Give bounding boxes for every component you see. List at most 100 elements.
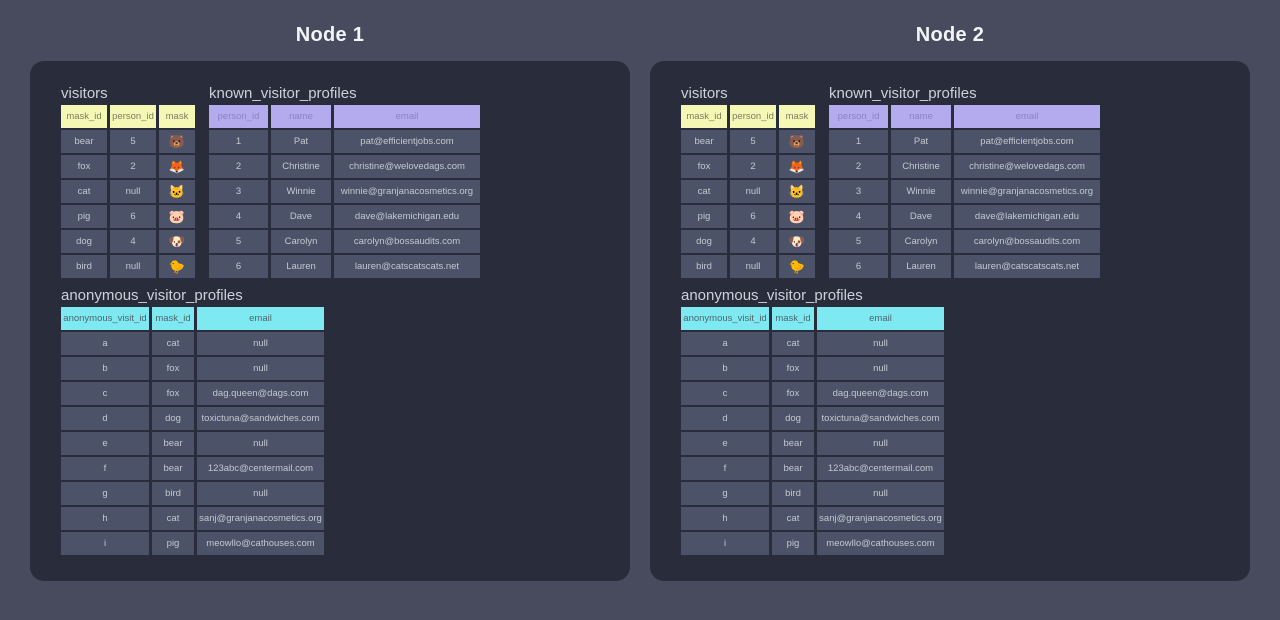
table-cell: null xyxy=(110,255,156,278)
table-cell: cat xyxy=(772,507,814,530)
table-row: f bear 123abc@centermail.com xyxy=(61,457,324,480)
table-cell: null xyxy=(110,180,156,203)
header-row: anonymous_visit_id mask_id email xyxy=(681,307,944,330)
table-cell: 5 xyxy=(209,230,268,253)
table-cell: 5 xyxy=(829,230,888,253)
column-header-anonymous_visit_id: anonymous_visit_id xyxy=(681,307,769,330)
table-cell: a xyxy=(681,332,769,355)
table-row: dog 4 🐶 xyxy=(681,230,815,253)
table-row: fox 2 🦊 xyxy=(681,155,815,178)
table-row: d dog toxictuna@sandwiches.com xyxy=(681,407,944,430)
table-cell: pat@efficientjobs.com xyxy=(954,130,1100,153)
table-cell: cat xyxy=(152,332,194,355)
table-row: e bear null xyxy=(61,432,324,455)
table-cell: bird xyxy=(61,255,107,278)
table-cell: e xyxy=(681,432,769,455)
table-cell: null xyxy=(817,357,944,380)
header-row: person_id name email xyxy=(829,105,1100,128)
known-visitor-profiles-table-block: known_visitor_profiles person_id name emai… xyxy=(826,85,1103,280)
table-cell: 3 xyxy=(209,180,268,203)
node-1-title: Node 1 xyxy=(295,24,365,46)
table-row: 3 Winnie winnie@granjanacosmetics.org xyxy=(209,180,480,203)
column-header-name: name xyxy=(891,105,951,128)
table-cell: cat xyxy=(152,507,194,530)
table-row: 1 Pat pat@efficientjobs.com xyxy=(209,130,480,153)
table-cell: fox xyxy=(772,382,814,405)
table-cell: cat xyxy=(772,332,814,355)
column-header-mask_id: mask_id xyxy=(772,307,814,330)
table-row: pig 6 🐷 xyxy=(681,205,815,228)
table-cell: null xyxy=(197,482,324,505)
mask-emoji-cell: 🐱 xyxy=(159,180,195,203)
table-row: cat null 🐱 xyxy=(681,180,815,203)
table-cell: 5 xyxy=(730,130,776,153)
table-cell: h xyxy=(681,507,769,530)
table-cell: i xyxy=(61,532,149,555)
table-cell: a xyxy=(61,332,149,355)
table-row: 2 Christine christine@welovedags.com xyxy=(829,155,1100,178)
table-cell: fox xyxy=(152,382,194,405)
table-cell: Christine xyxy=(891,155,951,178)
table-cell: dave@lakemichigan.edu xyxy=(954,205,1100,228)
table-cell: 1 xyxy=(829,130,888,153)
mask-emoji-cell: 🦊 xyxy=(159,155,195,178)
table-row: bear 5 🐻 xyxy=(681,130,815,153)
column-header-person_id: person_id xyxy=(110,105,156,128)
table-row: a cat null xyxy=(61,332,324,355)
table-cell: 6 xyxy=(110,205,156,228)
table-cell: sanj@granjanacosmetics.org xyxy=(817,507,944,530)
table-cell: carolyn@bossaudits.com xyxy=(334,230,480,253)
table-cell: bear xyxy=(152,457,194,480)
table-cell: 2 xyxy=(209,155,268,178)
table-cell: dog xyxy=(152,407,194,430)
table-cell: null xyxy=(817,482,944,505)
anonymous-visitor-profiles-table-block: anonymous_visitor_profiles anonymous_vis… xyxy=(58,287,630,557)
mask-emoji-cell: 🦊 xyxy=(779,155,815,178)
table-cell: fox xyxy=(772,357,814,380)
table-cell: 5 xyxy=(110,130,156,153)
anonymous-visitor-profiles-table-block: anonymous_visitor_profiles anonymous_vis… xyxy=(678,287,1250,557)
table-cell: pig xyxy=(772,532,814,555)
table-cell: bear xyxy=(61,130,107,153)
table-cell: g xyxy=(61,482,149,505)
table-cell: f xyxy=(61,457,149,480)
table-cell: 6 xyxy=(829,255,888,278)
table-row: 6 Lauren lauren@catscatscats.net xyxy=(209,255,480,278)
column-header-person_id: person_id xyxy=(829,105,888,128)
node-1-panel: visitors mask_id person_id mask bear 5 🐻 fox 2 🦊… xyxy=(30,61,630,581)
table-cell: 1 xyxy=(209,130,268,153)
table-cell: cat xyxy=(681,180,727,203)
table-cell: pig xyxy=(681,205,727,228)
table-cell: h xyxy=(61,507,149,530)
column-header-anonymous_visit_id: anonymous_visit_id xyxy=(61,307,149,330)
header-row: anonymous_visit_id mask_id email xyxy=(61,307,324,330)
table-row: 5 Carolyn carolyn@bossaudits.com xyxy=(209,230,480,253)
known-visitor-profiles-table: person_id name email 1 Pat pat@efficientjobs.… xyxy=(206,103,483,280)
column-header-email: email xyxy=(954,105,1100,128)
table-cell: f xyxy=(681,457,769,480)
header-row: mask_id person_id mask xyxy=(681,105,815,128)
table-cell: fox xyxy=(61,155,107,178)
table-cell: toxictuna@sandwiches.com xyxy=(197,407,324,430)
table-cell: winnie@granjanacosmetics.org xyxy=(954,180,1100,203)
table-cell: Carolyn xyxy=(891,230,951,253)
column-header-mask_id: mask_id xyxy=(681,105,727,128)
table-cell: bear xyxy=(772,457,814,480)
table-cell: fox xyxy=(681,155,727,178)
table-cell: c xyxy=(681,382,769,405)
table-cell: dag.queen@dags.com xyxy=(817,382,944,405)
column-header-person_id: person_id xyxy=(209,105,268,128)
table-row: bird null 🐤 xyxy=(681,255,815,278)
visitors-table: mask_id person_id mask bear 5 🐻 fox 2 🦊 cat null 🐱 p… xyxy=(678,103,818,280)
table-cell: bird xyxy=(772,482,814,505)
header-row: person_id name email xyxy=(209,105,480,128)
table-cell: 6 xyxy=(730,205,776,228)
visitors-table: mask_id person_id mask bear 5 🐻 fox 2 🦊 cat null 🐱 p… xyxy=(58,103,198,280)
table-cell: meowllo@cathouses.com xyxy=(817,532,944,555)
table-row: b fox null xyxy=(61,357,324,380)
column-header-name: name xyxy=(271,105,331,128)
table-row: 6 Lauren lauren@catscatscats.net xyxy=(829,255,1100,278)
column-header-mask_id: mask_id xyxy=(61,105,107,128)
table-cell: sanj@granjanacosmetics.org xyxy=(197,507,324,530)
table-row: bear 5 🐻 xyxy=(61,130,195,153)
